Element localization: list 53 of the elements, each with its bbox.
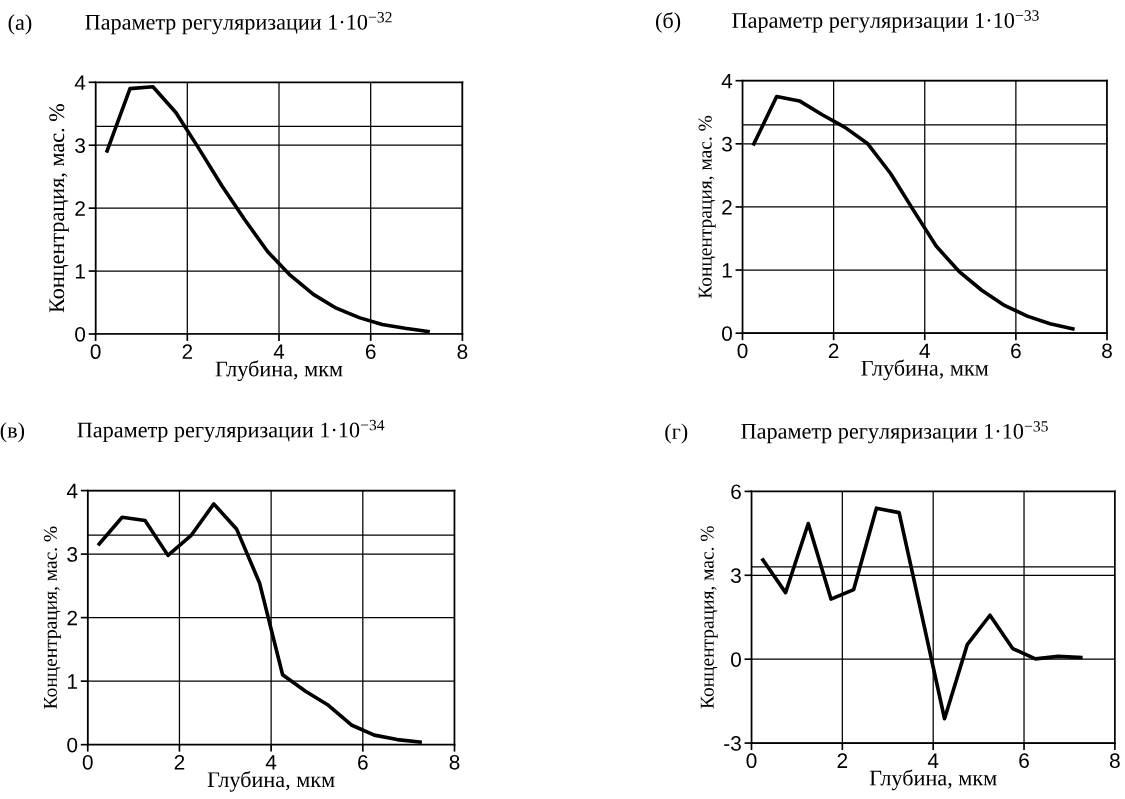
- text: (г): [665, 423, 688, 444]
- x-tick-label: 4: [273, 344, 285, 359]
- y-axis-title: Концентрация, мас. %: [698, 115, 716, 299]
- y-tick-label: 1: [722, 263, 732, 278]
- x-tick-label: 0: [90, 344, 101, 360]
- x-tick-label: 4: [927, 753, 939, 768]
- y-tick-label: 0: [67, 737, 78, 753]
- y-tick-label: 4: [74, 75, 86, 90]
- y-axis-title: Концентрация, мас. %: [43, 526, 61, 709]
- x-tick-label: 8: [457, 344, 468, 360]
- chart-title: Параметр регуляризации 1·10$^{−32}$: [85, 12, 392, 35]
- x-tick-label: 2: [828, 343, 839, 358]
- y-tick-label: 0: [731, 652, 741, 667]
- y-axis-title: Концентрация, мас. %: [49, 104, 69, 313]
- y-axis-title: Концентрация, мас. %: [700, 526, 718, 709]
- text: (б): [656, 12, 681, 33]
- y-tick-label: 1: [75, 264, 85, 279]
- y-tick-label: 4: [721, 73, 733, 89]
- y-tick-label: 0: [75, 326, 86, 342]
- x-tick-label: 4: [265, 755, 277, 770]
- x-tick-label: 2: [837, 753, 848, 768]
- y-tick-label: 2: [722, 199, 732, 215]
- chart-title: Параметр регуляризации 1·10$^{−35}$: [741, 421, 1048, 444]
- x-axis-title: Глубина, мкм: [861, 359, 989, 381]
- x-tick-label: 6: [358, 754, 368, 770]
- y-tick-label: 3: [75, 138, 85, 153]
- y-tick-label: 2: [67, 610, 77, 626]
- x-tick-label: 6: [1011, 343, 1021, 359]
- x-tick-label: 2: [182, 344, 193, 359]
- x-tick-label: 8: [449, 754, 460, 770]
- y-tick-label: 6: [731, 484, 741, 500]
- y-tick-label: 0: [722, 326, 732, 341]
- x-axis-title: Глубина, мкм: [215, 360, 343, 382]
- x-tick-label: 8: [1109, 753, 1120, 769]
- x-tick-label: 0: [746, 753, 757, 769]
- x-tick-label: 6: [1019, 753, 1029, 769]
- text: (а): [8, 14, 32, 35]
- y-tick-label: -3: [724, 736, 741, 751]
- x-tick-label: 2: [174, 754, 185, 770]
- x-axis-title: Глубина, мкм: [869, 769, 997, 791]
- y-tick-label: 3: [730, 568, 741, 584]
- y-tick-label: 3: [721, 136, 732, 152]
- y-tick-label: 2: [75, 201, 85, 216]
- x-axis-title: Глубина, мкм: [207, 771, 335, 792]
- chart-title: Параметр регуляризации 1·10$^{−33}$: [732, 10, 1039, 33]
- chart-title: Параметр регуляризации 1·10$^{−34}$: [77, 419, 385, 443]
- x-tick-label: 8: [1102, 343, 1112, 359]
- y-tick-label: 4: [66, 483, 78, 499]
- x-tick-label: 6: [365, 344, 376, 360]
- text: (в): [0, 422, 25, 443]
- x-tick-label: 4: [919, 343, 930, 358]
- y-tick-label: 1: [68, 674, 78, 689]
- y-tick-label: 3: [67, 547, 78, 562]
